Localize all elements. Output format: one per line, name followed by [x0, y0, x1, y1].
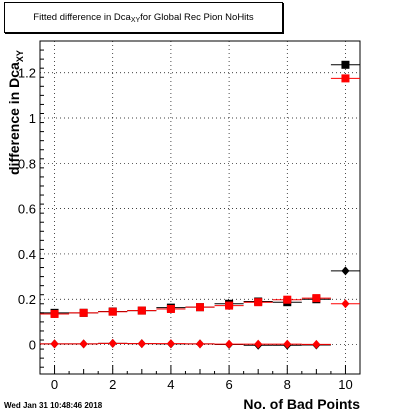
timestamp: Wed Jan 31 10:48:46 2018	[4, 401, 103, 410]
x-tick-label: 6	[225, 377, 232, 392]
x-tick-label: 10	[338, 377, 352, 392]
data-point-diamond	[225, 339, 234, 349]
data-point-square	[254, 298, 263, 307]
data-point-square	[79, 308, 88, 317]
x-axis-label: No. of Bad Points	[243, 396, 360, 412]
data-point-square	[225, 301, 234, 310]
data-point-square	[283, 295, 292, 304]
y-tick-label: 0.6	[18, 202, 36, 217]
data-point-square	[108, 307, 117, 316]
data-point-diamond	[283, 339, 292, 349]
data-point-diamond	[254, 339, 263, 349]
x-tick-label: 0	[51, 377, 58, 392]
data-point-diamond	[137, 339, 146, 349]
x-tick-label: 8	[284, 377, 291, 392]
data-point-square	[196, 303, 204, 312]
data-point-square	[137, 306, 146, 315]
data-point-diamond	[166, 339, 175, 349]
data-point-diamond	[312, 339, 321, 349]
data-point-diamond	[196, 339, 204, 349]
y-tick-label: 1	[29, 111, 36, 126]
y-tick-label: 0.4	[18, 247, 36, 262]
x-tick-label: 2	[109, 377, 116, 392]
data-point-diamond	[341, 266, 350, 276]
data-point-diamond	[341, 299, 350, 309]
data-point-diamond	[79, 339, 88, 349]
data-point-square	[312, 294, 321, 303]
y-axis-label: difference in DcaXY	[6, 50, 25, 175]
data-point-square	[341, 74, 350, 83]
plot-area	[40, 41, 360, 374]
data-point-square	[50, 309, 59, 318]
data-point-diamond	[108, 338, 117, 348]
data-point-diamond	[50, 339, 59, 349]
y-tick-label: 0.8	[18, 156, 36, 171]
x-tick-label: 4	[167, 377, 174, 392]
data-point-square	[166, 304, 175, 313]
y-tick-label: 1.2	[18, 66, 36, 81]
chart-title: Fitted difference in Dca XY for Global Re…	[4, 2, 283, 33]
y-tick-label: 0	[29, 338, 36, 353]
data-point-square	[341, 60, 350, 69]
y-tick-label: 0.2	[18, 292, 36, 307]
